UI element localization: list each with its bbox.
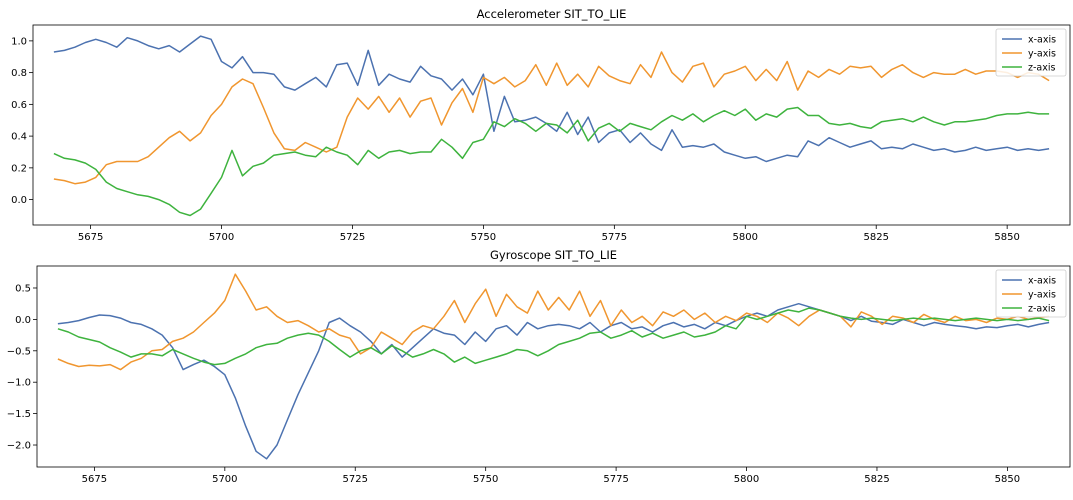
- x-tick-label: 5775: [602, 232, 627, 243]
- y-tick-label: 0.8: [11, 68, 27, 79]
- x-tick-label: 5850: [994, 232, 1019, 243]
- series-line-y-axis: [57, 273, 1050, 371]
- series-line-x-axis: [53, 35, 1050, 163]
- legend-label: y-axis: [1028, 49, 1056, 60]
- x-tick-label: 5725: [343, 474, 368, 485]
- chart-title: Accelerometer SIT_TO_LIE: [477, 7, 627, 21]
- x-tick-label: 5700: [209, 232, 234, 243]
- series-line-z-axis: [57, 307, 1050, 366]
- x-tick-label: 5675: [82, 474, 107, 485]
- y-tick-label: 0.5: [15, 283, 31, 294]
- plot-frame: [32, 24, 1071, 226]
- x-tick-label: 5850: [995, 474, 1020, 485]
- legend-label: z-axis: [1028, 304, 1055, 315]
- y-tick-label: 0.0: [15, 315, 31, 326]
- legend: x-axis y-axis z-axis: [995, 28, 1067, 77]
- y-tick-label: 0.6: [11, 100, 27, 111]
- chart-panel-1: Accelerometer SIT_TO_LIE 5675 5700 5725 5750…: [11, 7, 1071, 243]
- y-tick-label: 0.2: [11, 163, 27, 174]
- plot-frame: [36, 265, 1071, 468]
- y-tick-label: −1.0: [7, 378, 31, 389]
- legend-label: y-axis: [1028, 290, 1056, 301]
- y-tick-label: −2.0: [7, 441, 31, 452]
- legend-label: z-axis: [1028, 63, 1055, 74]
- x-tick-label: 5700: [212, 474, 237, 485]
- x-tick-label: 5800: [734, 474, 759, 485]
- y-tick-label: −1.5: [7, 409, 31, 420]
- legend-label: x-axis: [1028, 276, 1056, 287]
- series-line-y-axis: [53, 51, 1050, 185]
- legend: x-axis y-axis z-axis: [995, 269, 1067, 318]
- x-tick-label: 5750: [473, 474, 498, 485]
- legend-label: x-axis: [1028, 35, 1056, 46]
- x-tick-label: 5825: [864, 474, 889, 485]
- x-tick-label: 5775: [603, 474, 628, 485]
- y-tick-label: 1.0: [11, 36, 27, 47]
- chart-title: Gyroscope SIT_TO_LIE: [490, 248, 617, 262]
- x-tick-label: 5825: [863, 232, 888, 243]
- chart-panel-2: Gyroscope SIT_TO_LIE 5675 5700 5725 5750 5775…: [7, 248, 1071, 485]
- series-line-z-axis: [53, 106, 1050, 217]
- y-tick-label: −0.5: [7, 346, 31, 357]
- legend-box: [995, 269, 1067, 318]
- x-tick-label: 5725: [340, 232, 365, 243]
- x-tick-label: 5750: [471, 232, 496, 243]
- series-line-x-axis: [57, 302, 1050, 460]
- y-tick-label: 0.4: [11, 132, 27, 143]
- legend-box: [995, 28, 1067, 77]
- y-tick-label: 0.0: [11, 195, 27, 206]
- x-tick-label: 5675: [78, 232, 103, 243]
- x-tick-label: 5800: [733, 232, 758, 243]
